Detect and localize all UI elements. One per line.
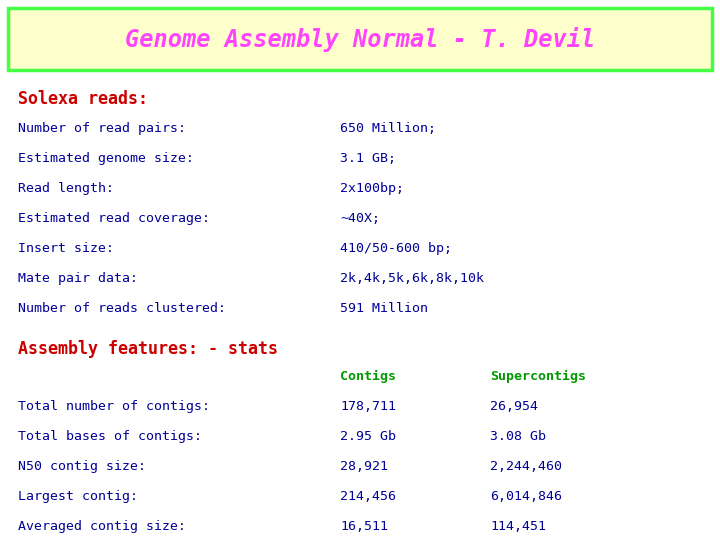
FancyBboxPatch shape [8, 8, 712, 70]
Text: 3.1 GB;: 3.1 GB; [340, 152, 396, 165]
Text: Estimated genome size:: Estimated genome size: [18, 152, 194, 165]
Text: 28,921: 28,921 [340, 460, 388, 473]
Text: Mate pair data:: Mate pair data: [18, 272, 138, 285]
Text: Total number of contigs:: Total number of contigs: [18, 400, 210, 413]
Text: 2x100bp;: 2x100bp; [340, 182, 404, 195]
Text: 410/50-600 bp;: 410/50-600 bp; [340, 242, 452, 255]
Text: Number of read pairs:: Number of read pairs: [18, 122, 186, 135]
Text: 650 Million;: 650 Million; [340, 122, 436, 135]
Text: Averaged contig size:: Averaged contig size: [18, 520, 186, 533]
Text: Solexa reads:: Solexa reads: [18, 90, 148, 108]
Text: Largest contig:: Largest contig: [18, 490, 138, 503]
Text: N50 contig size:: N50 contig size: [18, 460, 146, 473]
Text: 114,451: 114,451 [490, 520, 546, 533]
Text: 3.08 Gb: 3.08 Gb [490, 430, 546, 443]
Text: Genome Assembly Normal - T. Devil: Genome Assembly Normal - T. Devil [125, 26, 595, 51]
Text: 2k,4k,5k,6k,8k,10k: 2k,4k,5k,6k,8k,10k [340, 272, 484, 285]
Text: 2.95 Gb: 2.95 Gb [340, 430, 396, 443]
Text: Contigs: Contigs [340, 370, 396, 383]
Text: Estimated read coverage:: Estimated read coverage: [18, 212, 210, 225]
Text: Total bases of contigs:: Total bases of contigs: [18, 430, 202, 443]
Text: Supercontigs: Supercontigs [490, 370, 586, 383]
Text: 6,014,846: 6,014,846 [490, 490, 562, 503]
Text: 2,244,460: 2,244,460 [490, 460, 562, 473]
Text: Insert size:: Insert size: [18, 242, 114, 255]
Text: 591 Million: 591 Million [340, 302, 428, 315]
Text: 178,711: 178,711 [340, 400, 396, 413]
Text: 16,511: 16,511 [340, 520, 388, 533]
Text: 214,456: 214,456 [340, 490, 396, 503]
Text: 26,954: 26,954 [490, 400, 538, 413]
Text: ~40X;: ~40X; [340, 212, 380, 225]
Text: Number of reads clustered:: Number of reads clustered: [18, 302, 226, 315]
Text: Read length:: Read length: [18, 182, 114, 195]
Text: Assembly features: - stats: Assembly features: - stats [18, 340, 278, 358]
